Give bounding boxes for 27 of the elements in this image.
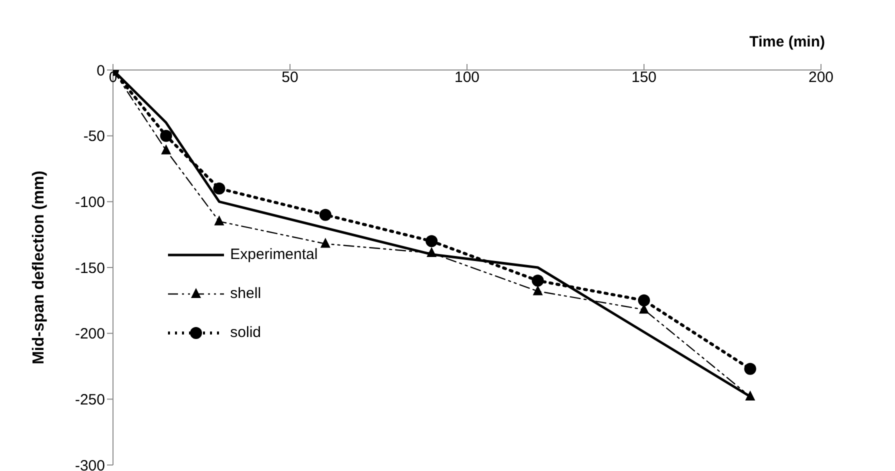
point (319, 208, 332, 221)
y-tick-label: -100 (74, 194, 105, 211)
point (320, 238, 330, 248)
x-axis-title: Time (min) (749, 34, 825, 51)
point (638, 294, 650, 306)
x-tick-label: 200 (808, 69, 834, 86)
y-axis-title: Mid-span deflection (mm) (30, 170, 48, 364)
point (161, 144, 172, 154)
point (532, 274, 544, 287)
point (745, 390, 756, 401)
x-tick-label: 150 (631, 69, 657, 86)
y-tick-label: -250 (74, 391, 105, 408)
point (532, 285, 543, 296)
legend-label: solid (230, 324, 262, 341)
y-tick-label: -150 (74, 260, 105, 277)
legend-label: shell (230, 285, 262, 302)
point (160, 130, 172, 142)
point (426, 235, 438, 248)
x-tick-label: 100 (454, 69, 480, 86)
y-tick-label: -300 (74, 457, 105, 471)
legend-label: Experimental (230, 246, 318, 263)
y-tick-label: -200 (74, 326, 105, 343)
point (214, 215, 224, 226)
point (213, 182, 226, 194)
y-tick-label: -50 (83, 128, 105, 146)
point (744, 362, 756, 375)
x-tick-label: 50 (282, 69, 298, 86)
